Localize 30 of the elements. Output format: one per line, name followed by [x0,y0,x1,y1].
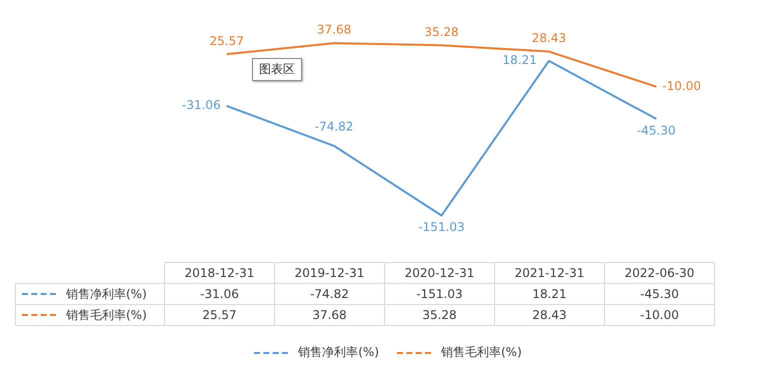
data-label: -10.00 [604,304,714,326]
data-label: -31.06 [164,284,274,304]
data-label: -151.03 [384,284,494,304]
data-label: 18.21 [494,284,604,304]
text: 35.28 [424,24,459,39]
data-label: -45.30 [604,284,714,304]
x-tick-label: 2021-12-31 [494,262,604,284]
text: -10.00 [662,78,701,93]
data-label: -74.82 [274,284,384,304]
text: -45.30 [636,124,676,138]
data-label: 25.57 [164,304,274,326]
text: -31.06 [182,98,221,112]
text: 销售毛利率(%) [441,345,522,359]
text: 销售净利率(%) [298,345,379,359]
text: -74.82 [314,120,354,134]
annotation: 图表区 [252,58,302,81]
text: -151.03 [418,220,465,234]
text: 25.57 [210,34,244,48]
x-tick-label: 2022-06-30 [604,262,714,284]
x-tick-label: 2018-12-31 [164,262,274,284]
x-tick-label: 2019-12-31 [274,262,384,284]
data-label: 28.43 [494,304,604,326]
data-label: 35.28 [384,304,494,326]
x-tick-label: 2020-12-31 [384,262,494,284]
text: 37.68 [316,22,352,37]
legend-label: 销售毛利率(%) [16,304,164,326]
legend-label: 销售净利率(%) [16,284,164,304]
text: 18.21 [502,53,537,68]
text: 28.43 [532,31,566,46]
data-label: 37.68 [274,304,384,326]
